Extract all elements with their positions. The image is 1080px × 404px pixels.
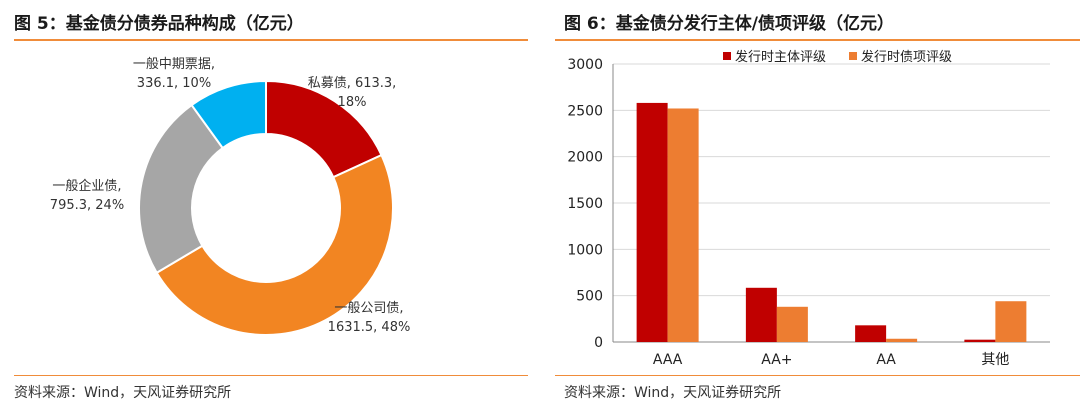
bar-y-tick-labels: 0 500 1000 1500 2000 2500 3000 xyxy=(567,57,603,351)
x-tick-label: 其他 xyxy=(981,352,1009,368)
donut-slice xyxy=(155,153,394,336)
right-panel: 图 6：基金债分发行主体/债项评级（亿元） 0 500 1000 1500 2000 25… xyxy=(555,0,1080,404)
bar xyxy=(745,287,777,342)
x-tick-label: AAA xyxy=(653,352,683,368)
left-figure-title: 图 5：基金债分债券品种构成（亿元） xyxy=(14,14,304,34)
legend-swatch xyxy=(849,52,857,60)
bar xyxy=(636,102,668,342)
bar xyxy=(886,338,918,342)
slice-label-line2: 795.3, 24% xyxy=(50,198,124,213)
left-source-rule xyxy=(14,375,528,376)
bar xyxy=(995,301,1027,342)
y-tick-label: 500 xyxy=(576,289,603,305)
bar-legend: 发行时主体评级 发行时债项评级 xyxy=(723,49,952,65)
slice-label-line1: 一般公司债, xyxy=(334,300,403,316)
donut-slice xyxy=(138,103,225,275)
legend-label: 发行时主体评级 xyxy=(735,49,826,65)
donut-labels: 私募债, 613.3, 18% 一般公司债, 1631.5, 48% 一般企业债, 795… xyxy=(50,56,411,335)
slice-label-line1: 一般中期票据, xyxy=(133,56,215,72)
donut-chart: 私募债, 613.3, 18% 一般公司债, 1631.5, 48% 一般企业债, 795… xyxy=(50,56,411,336)
bar-marks xyxy=(636,102,1027,342)
bar-x-tick-labels: AAA AA+ AA 其他 xyxy=(653,352,1010,368)
slice-label-line1: 私募债, 613.3, xyxy=(308,76,397,91)
right-title-rule xyxy=(555,39,1080,41)
legend-label: 发行时债项评级 xyxy=(861,49,952,65)
right-source-note: 资料来源：Wind，天风证券研究所 xyxy=(564,385,782,401)
x-tick-label: AA+ xyxy=(761,352,792,368)
slice-label-line2: 1631.5, 48% xyxy=(328,320,411,335)
legend-swatch xyxy=(723,52,731,60)
donut-slice xyxy=(190,79,267,150)
bar xyxy=(776,306,808,342)
left-title-rule xyxy=(14,39,528,41)
y-tick-label: 2000 xyxy=(567,150,603,166)
right-figure-title: 图 6：基金债分发行主体/债项评级（亿元） xyxy=(564,14,894,34)
donut-slices xyxy=(138,79,394,336)
y-tick-label: 1000 xyxy=(567,242,603,258)
right-source-rule xyxy=(555,375,1080,376)
x-tick-label: AA xyxy=(876,352,896,368)
slice-label-line2: 18% xyxy=(338,95,367,110)
slice-label-line1: 一般企业债, xyxy=(52,178,121,194)
y-tick-label: 0 xyxy=(594,335,603,351)
y-tick-label: 2500 xyxy=(567,103,603,119)
y-tick-label: 3000 xyxy=(567,57,603,73)
bar-chart: 0 500 1000 1500 2000 2500 3000 AAA AA+ AA 其他 发行时主… xyxy=(567,49,1050,368)
left-source-note: 资料来源：Wind，天风证券研究所 xyxy=(14,385,232,401)
bar xyxy=(964,339,996,342)
slice-label-line2: 336.1, 10% xyxy=(137,76,211,91)
bar xyxy=(667,108,699,342)
bar xyxy=(855,325,887,342)
y-tick-label: 1500 xyxy=(567,196,603,212)
left-panel: 图 5：基金债分债券品种构成（亿元） 私募债, 613.3, 18% 一般公司债, 1… xyxy=(0,0,528,404)
